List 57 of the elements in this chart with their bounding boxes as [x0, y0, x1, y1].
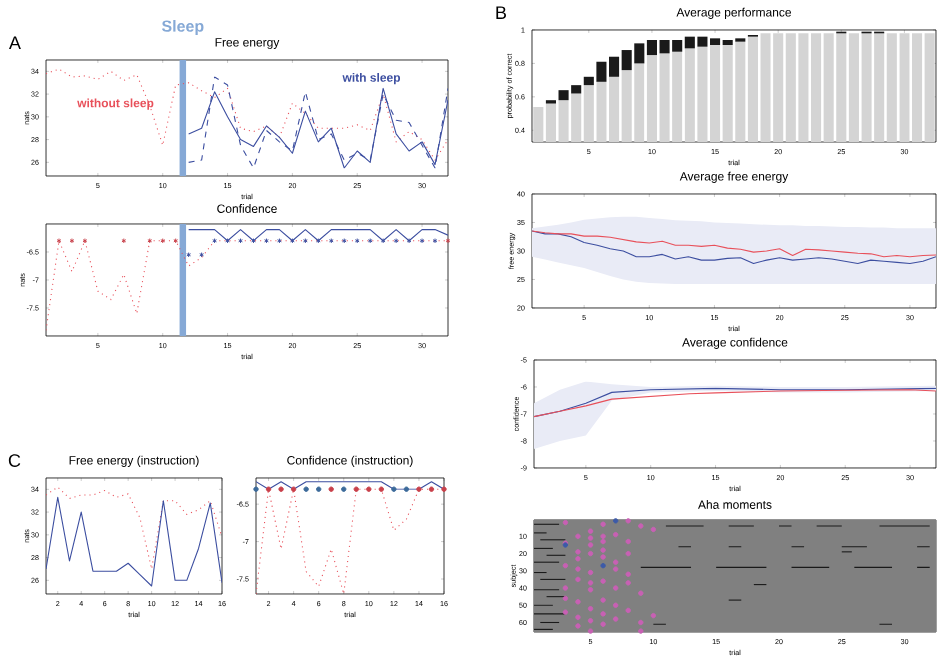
point: [600, 547, 606, 553]
point: [562, 595, 569, 602]
point: [575, 566, 581, 572]
point: [587, 587, 594, 593]
point: [612, 602, 619, 608]
point: [625, 518, 631, 524]
point: [638, 619, 644, 626]
point: [587, 569, 594, 576]
point: [575, 549, 581, 555]
point: [587, 542, 594, 548]
point: [575, 556, 581, 562]
point: [600, 562, 606, 569]
point: [638, 523, 644, 529]
point: [587, 550, 594, 557]
point: [587, 618, 594, 624]
point: [587, 606, 594, 612]
point: [625, 580, 631, 586]
point: [612, 566, 619, 572]
point: [612, 585, 619, 591]
point: [612, 531, 619, 538]
point: [612, 616, 619, 622]
text: A: [8, 36, 21, 49]
point: [600, 554, 606, 560]
point: [638, 628, 644, 634]
text: B: [496, 6, 506, 19]
point: [650, 526, 657, 533]
point: [625, 538, 631, 545]
point: [587, 535, 594, 541]
point: [575, 533, 581, 540]
point: [562, 585, 569, 591]
point: [612, 518, 619, 524]
point: [625, 607, 631, 614]
point: [638, 590, 644, 596]
point: [587, 580, 594, 586]
point: [575, 599, 581, 605]
point: [625, 550, 631, 557]
point: [562, 519, 569, 526]
point: [600, 597, 606, 603]
point: [600, 521, 606, 527]
point: [600, 538, 606, 545]
point: [600, 533, 606, 540]
point: [587, 528, 594, 534]
point: [612, 559, 619, 565]
point: [650, 612, 657, 619]
point: [562, 609, 569, 615]
point: [600, 621, 606, 627]
point: [575, 614, 581, 621]
line-series: [46, 486, 223, 570]
point: [587, 628, 594, 634]
point: [575, 623, 581, 629]
text: C: [8, 454, 21, 467]
point: [600, 578, 606, 584]
band-label: Sleep: [161, 20, 204, 35]
point: [625, 571, 631, 577]
point: [600, 611, 606, 617]
point: [575, 576, 581, 583]
point: [562, 562, 569, 569]
